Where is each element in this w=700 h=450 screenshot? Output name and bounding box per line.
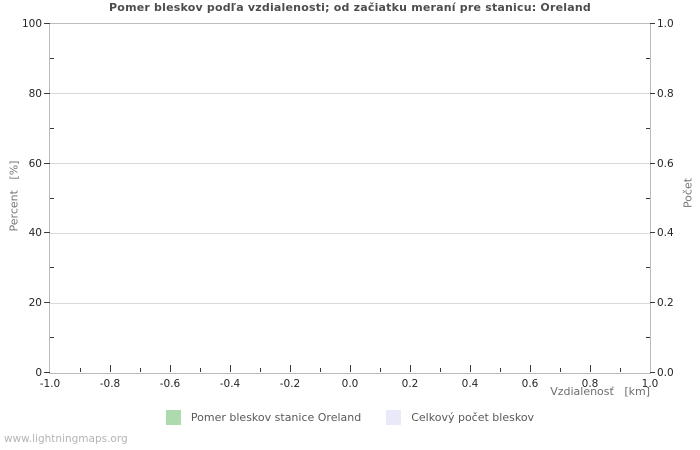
y-tick-label-right: 0.6 [657,157,674,170]
y-major-tick-right [650,162,655,164]
y-tick-label-right: 0.0 [657,367,674,379]
legend-label-celkovy: Celkový počet bleskov [411,410,535,424]
x-minor-tick [620,368,621,372]
x-tick-label: -0.4 [219,378,241,390]
y-tick-label-left: 20 [28,297,42,310]
gridline-horizontal [50,93,650,95]
x-minor-tick [320,368,321,372]
y-minor-tick-left [50,197,54,199]
x-major-tick [409,365,411,372]
y-minor-tick-right [646,337,650,339]
y-minor-tick-right [646,267,650,269]
x-minor-tick [80,368,81,372]
y-major-tick-left [44,92,50,94]
x-tick-label: -0.2 [279,378,301,390]
y-major-tick-right [650,302,655,304]
y-minor-tick-right [646,127,650,129]
legend-entry-celkovy: Celkový počet bleskov [386,409,535,425]
y-minor-tick-right [646,57,650,59]
x-minor-tick [560,368,561,372]
y-major-tick-left [44,372,50,373]
y-major-tick-right [650,23,655,24]
x-tick-label: 1.0 [641,378,659,390]
y-minor-tick-left [50,337,54,339]
y-major-tick-right [650,92,655,94]
y-tick-label-right: 0.8 [657,87,674,100]
x-tick-label: 0.6 [521,378,539,390]
y-major-tick-left [44,302,50,304]
x-tick-label: 0.4 [461,378,479,390]
x-minor-tick [200,368,201,372]
y-major-tick-left [44,23,50,24]
gridline-horizontal [50,232,650,234]
x-tick-label: 0.2 [401,378,419,390]
x-major-tick [169,365,171,372]
x-tick-label: 0.0 [341,378,359,390]
x-tick-label: 0.8 [581,378,599,390]
y-major-tick-left [44,232,50,234]
y-major-tick-right [650,232,655,234]
x-tick-label: -0.8 [99,378,121,390]
y-minor-tick-left [50,267,54,269]
y-tick-label-left: 40 [28,227,42,240]
x-major-tick [229,365,231,372]
y-minor-tick-right [646,197,650,199]
y-tick-label-right: 0.4 [657,227,674,240]
y-tick-label-right: 1.0 [657,18,674,30]
legend-swatch-celkovy [386,409,402,425]
x-minor-tick [500,368,501,372]
watermark-text: www.lightningmaps.org [4,433,128,445]
y-major-tick-right [650,372,655,373]
y-tick-label-right: 0.2 [657,297,674,310]
y-tick-label-left: 60 [28,157,42,170]
x-major-tick [109,365,111,372]
y-minor-tick-left [50,57,54,59]
gridline-horizontal [50,302,650,304]
plot-area: 0 0.0 20 0.2 40 0.4 60 0.6 80 0.8 100 1.0 -1.0 -0.8 -0… [22,18,674,390]
legend-entry-pomer: Pomer bleskov stanice Oreland [165,409,362,425]
x-minor-tick [440,368,441,372]
x-axis-label: Vzdialenosť [km] [550,385,650,398]
y-axis-label-left: Percent [%] [7,160,21,232]
x-minor-tick [380,368,381,372]
x-major-tick [469,365,471,372]
x-minor-tick [260,368,261,372]
gridline-horizontal [50,163,650,165]
x-minor-tick [140,368,141,372]
y-tick-label-left: 0 [35,367,42,379]
y-axis-label-right: Počet [681,177,695,209]
x-major-tick [289,365,291,372]
y-major-tick-left [44,162,50,164]
legend-swatch-pomer [165,409,181,425]
y-minor-tick-left [50,127,54,129]
chart-title: Pomer bleskov podľa vzdialenosti; od zač… [109,1,591,14]
x-tick-label: -1.0 [39,378,61,390]
x-tick-label: -0.6 [159,378,181,390]
legend-label-pomer: Pomer bleskov stanice Oreland [190,410,362,424]
legend: Pomer bleskov stanice Oreland Celkový po… [0,408,700,426]
x-major-tick [529,365,531,372]
x-major-tick [589,365,591,372]
y-tick-label-left: 80 [28,87,42,100]
y-tick-label-left: 100 [21,18,42,30]
x-major-tick [349,365,351,372]
